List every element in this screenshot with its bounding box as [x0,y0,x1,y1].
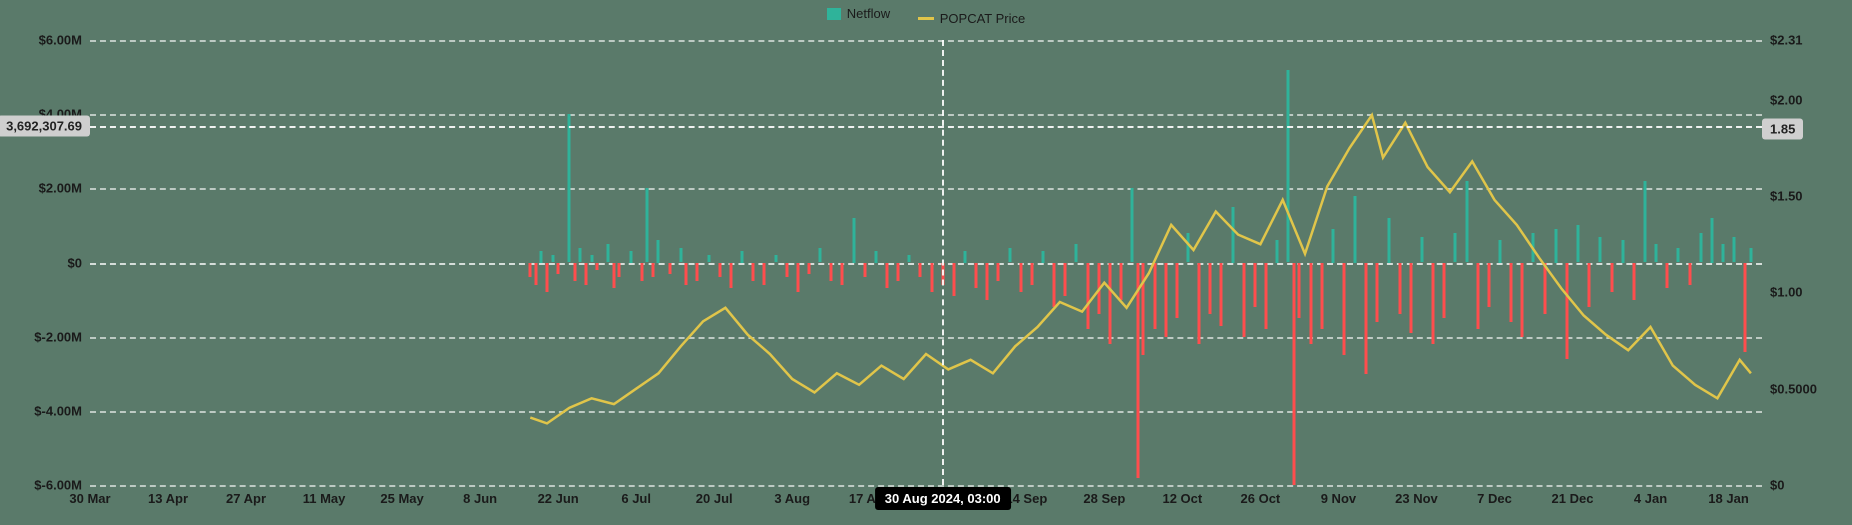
x-tick-label: 30 Mar [69,491,110,506]
x-tick-label: 11 May [303,491,346,506]
crosshair-right-badge: 1.85 [1762,118,1803,139]
legend-label-price: POPCAT Price [940,11,1025,26]
x-tick-label: 6 Jul [621,491,651,506]
legend-swatch-price [918,17,934,20]
y-right-tick-label: $0.5000 [1770,381,1817,396]
x-tick-label: 22 Jun [538,491,579,506]
y-left-tick-label: $-4.00M [34,403,82,418]
x-tick-label: 8 Jun [463,491,497,506]
x-tick-label: 25 May [380,491,423,506]
x-tick-label: 9 Nov [1321,491,1356,506]
x-tick-label: 28 Sep [1083,491,1125,506]
x-tick-label: 18 Jan [1708,491,1748,506]
y-left-tick-label: $6.00M [39,33,82,48]
x-tick-label: 4 Jan [1634,491,1667,506]
x-tick-label: 12 Oct [1162,491,1202,506]
x-tick-label: 27 Apr [226,491,266,506]
y-left-tick-label: $-2.00M [34,329,82,344]
y-left-tick-label: $2.00M [39,181,82,196]
y-right-tick-label: $1.00 [1770,285,1803,300]
legend-item-netflow[interactable]: Netflow [827,6,890,21]
crosshair-time-badge: 30 Aug 2024, 03:00 [875,487,1011,510]
chart-plot-area[interactable]: $-6.00M$-4.00M$-2.00M$0$2.00M$4.00M$6.00… [90,40,1762,485]
legend-label-netflow: Netflow [847,6,890,21]
crosshair-left-badge: 3,692,307.69 [0,115,90,136]
x-tick-label: 20 Jul [696,491,733,506]
y-right-tick-label: $0 [1770,478,1784,493]
price-line-path [530,115,1751,423]
x-tick-label: 3 Aug [774,491,810,506]
x-tick-label: 7 Dec [1477,491,1512,506]
x-tick-label: 14 Sep [1005,491,1047,506]
y-right-tick-label: $2.31 [1770,33,1803,48]
price-line-svg [90,40,1762,485]
x-tick-label: 26 Oct [1241,491,1281,506]
crosshair-vertical [942,40,944,485]
y-right-tick-label: $2.00 [1770,92,1803,107]
x-tick-label: 21 Dec [1552,491,1594,506]
y-left-tick-label: $0 [68,255,82,270]
legend-item-price[interactable]: POPCAT Price [918,11,1025,26]
crosshair-horizontal [90,126,1762,128]
legend-swatch-netflow [827,8,841,20]
chart-legend: Netflow POPCAT Price [0,6,1852,26]
y-right-tick-label: $1.50 [1770,189,1803,204]
x-tick-label: 23 Nov [1395,491,1438,506]
x-tick-label: 13 Apr [148,491,188,506]
